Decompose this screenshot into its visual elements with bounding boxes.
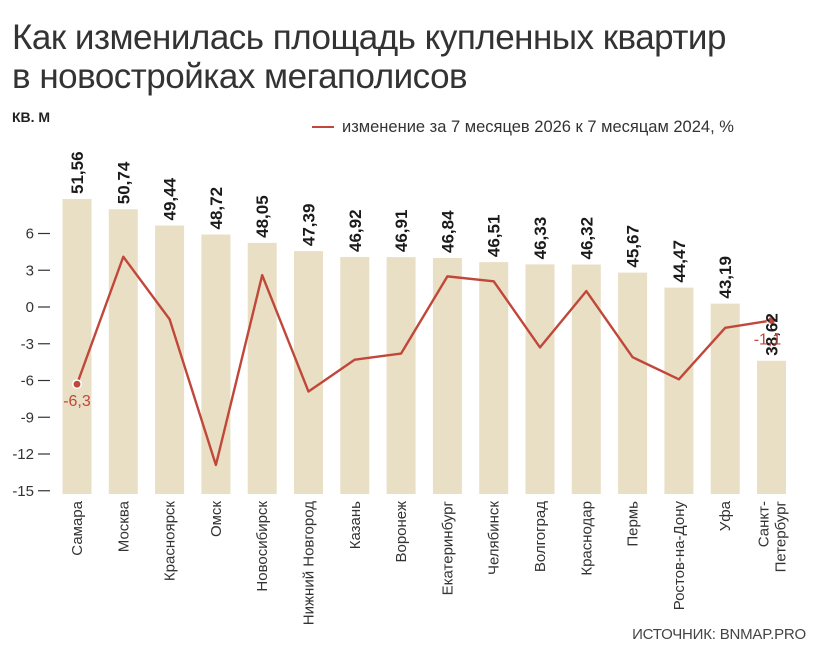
bar-value-label: 46,32 <box>577 217 596 260</box>
bar-пермь <box>618 272 648 494</box>
bar-value-label: 47,39 <box>300 204 319 247</box>
bar-value-label: 46,84 <box>438 210 457 253</box>
x-tick-label: Санкт-Петербург <box>756 500 790 572</box>
bar-value-label: 49,44 <box>161 177 180 220</box>
x-tick-label: Ростов-на-Дону <box>671 501 688 611</box>
bar-value-label: 48,05 <box>253 195 272 238</box>
x-tick-label: Волгоград <box>532 501 549 572</box>
bar-value-label: 46,91 <box>392 210 411 253</box>
x-tick-label: Краснодар <box>578 501 595 576</box>
y-tick-label: 6 <box>26 226 34 243</box>
legend-label: изменение за 7 месяцев 2026 к 7 месяцам … <box>342 117 734 136</box>
bar-екатеринбург <box>432 258 462 494</box>
bar-нижний-новгород <box>294 251 323 494</box>
x-tick-label: Челябинск <box>486 501 503 575</box>
bar-краснодар <box>571 264 601 494</box>
bar-новосибирск <box>247 242 277 494</box>
series-line-change-pct <box>75 255 772 467</box>
y-tick-label: -12 <box>12 446 34 463</box>
bar-уфа <box>710 303 740 494</box>
line-point-label: -1,1 <box>754 331 782 348</box>
bar-value-label: 51,56 <box>68 151 87 194</box>
bar-самара <box>62 199 92 494</box>
chart-title: Как изменилась площадь купленных квартир… <box>12 18 812 96</box>
chart-title-line-2: в новостройках мегаполисов <box>12 57 468 96</box>
bar-value-label: 38,62 <box>763 313 782 356</box>
x-tick-label: Воронеж <box>393 501 410 563</box>
bar-value-label: 43,19 <box>716 256 735 299</box>
y-tick-label: 3 <box>26 262 34 279</box>
chart-title-line-1: Как изменилась площадь купленных квартир <box>12 18 726 57</box>
y-tick-label: -3 <box>21 336 34 353</box>
bar-value-label: 45,67 <box>624 225 643 268</box>
bar-челябинск <box>479 262 509 494</box>
x-tick-label: Москва <box>115 500 132 552</box>
y-axis: 6 3 0 -3 -6 -9 -12 -15 <box>12 226 50 500</box>
x-tick-label: Новосибирск <box>254 501 271 592</box>
bar-value-label: 46,51 <box>485 215 504 258</box>
y-tick-label: -9 <box>21 409 34 426</box>
x-tick-label: Пермь <box>625 501 642 547</box>
x-tick-label: Екатеринбург <box>439 500 456 595</box>
x-tick-label: Нижний Новгород <box>301 501 318 625</box>
bar-волгоград <box>525 264 555 494</box>
bar-value-label: 46,92 <box>346 209 365 252</box>
bar-value-label: 44,47 <box>670 240 689 283</box>
legend-line-swatch <box>312 126 334 128</box>
label-layer: 51,56 Самара 50,74 Москва 49,44 Красноярск 48,… <box>63 151 789 625</box>
x-tick-label: Красноярск <box>162 501 179 582</box>
y-tick-label: -6 <box>21 373 34 390</box>
chart-legend: изменение за 7 месяцев 2026 к 7 месяцам … <box>312 116 734 138</box>
line-point-marker <box>72 379 82 390</box>
x-tick-label: Казань <box>347 501 364 549</box>
line-layer <box>72 255 777 467</box>
bar-санкт-петербург <box>757 360 786 494</box>
bar-ростов-на-дону <box>664 287 694 494</box>
bar-омск <box>201 234 231 494</box>
bar-value-label: 46,33 <box>531 217 550 260</box>
source-note: ИСТОЧНИК: BNMAP.PRO <box>632 626 806 643</box>
bar-красноярск <box>155 225 185 494</box>
bar-казань <box>340 257 370 494</box>
line-point-label: -6,3 <box>63 393 91 410</box>
bar-воронеж <box>386 257 416 494</box>
x-tick-label: Уфа <box>717 500 734 531</box>
y-tick-label: -15 <box>12 483 34 500</box>
y-tick-label: 0 <box>26 299 34 316</box>
x-tick-label: Самара <box>69 500 86 555</box>
bar-москва <box>108 209 138 494</box>
x-tick-label: Омск <box>208 501 225 537</box>
line-point-marker <box>766 315 777 326</box>
bar-value-label: 48,72 <box>207 187 226 230</box>
unit-label: КВ. М <box>12 109 51 125</box>
bar-value-label: 50,74 <box>114 161 133 204</box>
